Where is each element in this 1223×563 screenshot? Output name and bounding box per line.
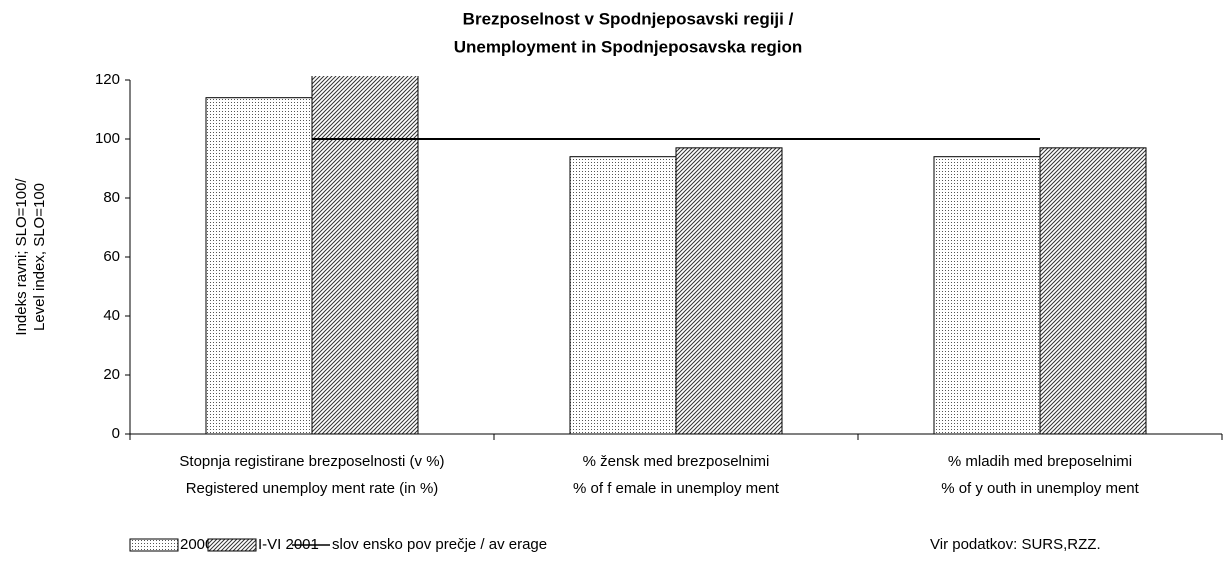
legend-swatch xyxy=(129,538,179,552)
y-axis-label: Indeks ravni; SLO=100/ xyxy=(13,178,30,336)
y-tick-label: 0 xyxy=(112,425,120,442)
bar xyxy=(1039,147,1147,435)
x-tick-label: % of y outh in unemploy ment xyxy=(941,480,1139,497)
bar xyxy=(569,156,677,435)
y-tick-label: 120 xyxy=(95,71,120,88)
y-tick-label: 40 xyxy=(103,307,120,324)
x-tick-label: Registered unemploy ment rate (in %) xyxy=(186,480,439,497)
chart-title: Unemployment in Spodnjeposavska region xyxy=(454,37,803,56)
bar xyxy=(933,156,1041,435)
bar xyxy=(205,97,313,435)
legend-label: 2000 xyxy=(180,536,213,553)
legend-label: slov ensko pov prečje / av erage xyxy=(332,536,547,553)
x-tick-label: % mladih med breposelnimi xyxy=(948,453,1132,470)
x-tick-label: Stopnja registirane brezposelnosti (v %) xyxy=(179,453,444,470)
legend-label: I-VI 2001 xyxy=(258,536,319,553)
legend-swatch xyxy=(207,538,257,552)
y-tick-label: 80 xyxy=(103,189,120,206)
bar xyxy=(675,147,783,435)
y-tick-label: 60 xyxy=(103,248,120,265)
chart-title: Brezposelnost v Spodnjeposavski regiji / xyxy=(463,9,794,28)
x-tick-label: % žensk med brezposelnimi xyxy=(583,453,770,470)
bar xyxy=(311,76,419,435)
source-note: Vir podatkov: SURS,RZZ. xyxy=(930,536,1101,553)
y-tick-label: 20 xyxy=(103,366,120,383)
y-tick-label: 100 xyxy=(95,130,120,147)
y-axis-label: Level index, SLO=100 xyxy=(31,183,48,331)
plot-area xyxy=(205,76,1147,435)
x-tick-label: % of f emale in unemploy ment xyxy=(573,480,780,497)
